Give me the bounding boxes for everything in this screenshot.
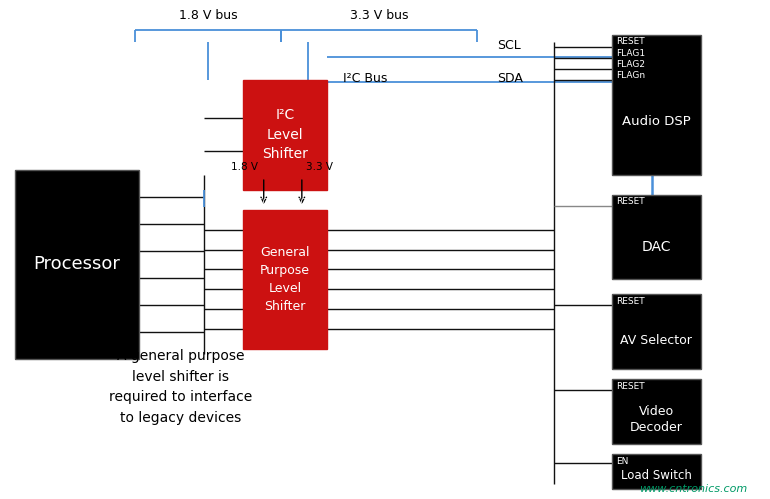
Text: RESET: RESET (616, 197, 644, 206)
FancyBboxPatch shape (612, 454, 701, 489)
FancyBboxPatch shape (243, 80, 327, 190)
Text: General
Purpose
Level
Shifter: General Purpose Level Shifter (260, 246, 310, 313)
Text: RESET: RESET (616, 297, 644, 306)
Text: DAC: DAC (641, 240, 671, 254)
Text: www.cntronics.com: www.cntronics.com (638, 484, 747, 494)
Text: Audio DSP: Audio DSP (622, 115, 691, 128)
Text: I²C
Level
Shifter: I²C Level Shifter (262, 108, 308, 161)
Text: Video
Decoder: Video Decoder (630, 405, 683, 434)
Text: VCCA: VCCA (252, 198, 276, 207)
Text: 1.8 V bus: 1.8 V bus (179, 9, 237, 22)
Text: RESET
FLAG1
FLAG2
FLAGn: RESET FLAG1 FLAG2 FLAGn (616, 37, 645, 80)
Text: I²C Bus: I²C Bus (343, 72, 387, 85)
FancyBboxPatch shape (612, 294, 701, 369)
Text: SDA: SDA (497, 72, 523, 85)
Text: A general purpose
level shifter is
required to interface
to legacy devices: A general purpose level shifter is requi… (109, 349, 253, 425)
Text: 3.3 V: 3.3 V (306, 162, 333, 172)
Text: SCL: SCL (497, 39, 521, 52)
Text: AV Selector: AV Selector (621, 334, 692, 347)
FancyBboxPatch shape (612, 379, 701, 444)
FancyBboxPatch shape (15, 170, 139, 359)
FancyBboxPatch shape (243, 210, 327, 349)
Text: Processor: Processor (34, 255, 120, 273)
Text: 1.8 V: 1.8 V (230, 162, 257, 172)
Text: VCCB: VCCB (290, 198, 313, 207)
FancyBboxPatch shape (612, 35, 701, 175)
Text: EN: EN (616, 457, 628, 466)
FancyBboxPatch shape (612, 195, 701, 279)
Text: RESET: RESET (616, 382, 644, 391)
Text: Load Switch: Load Switch (621, 469, 692, 482)
Text: 3.3 V bus: 3.3 V bus (350, 9, 408, 22)
